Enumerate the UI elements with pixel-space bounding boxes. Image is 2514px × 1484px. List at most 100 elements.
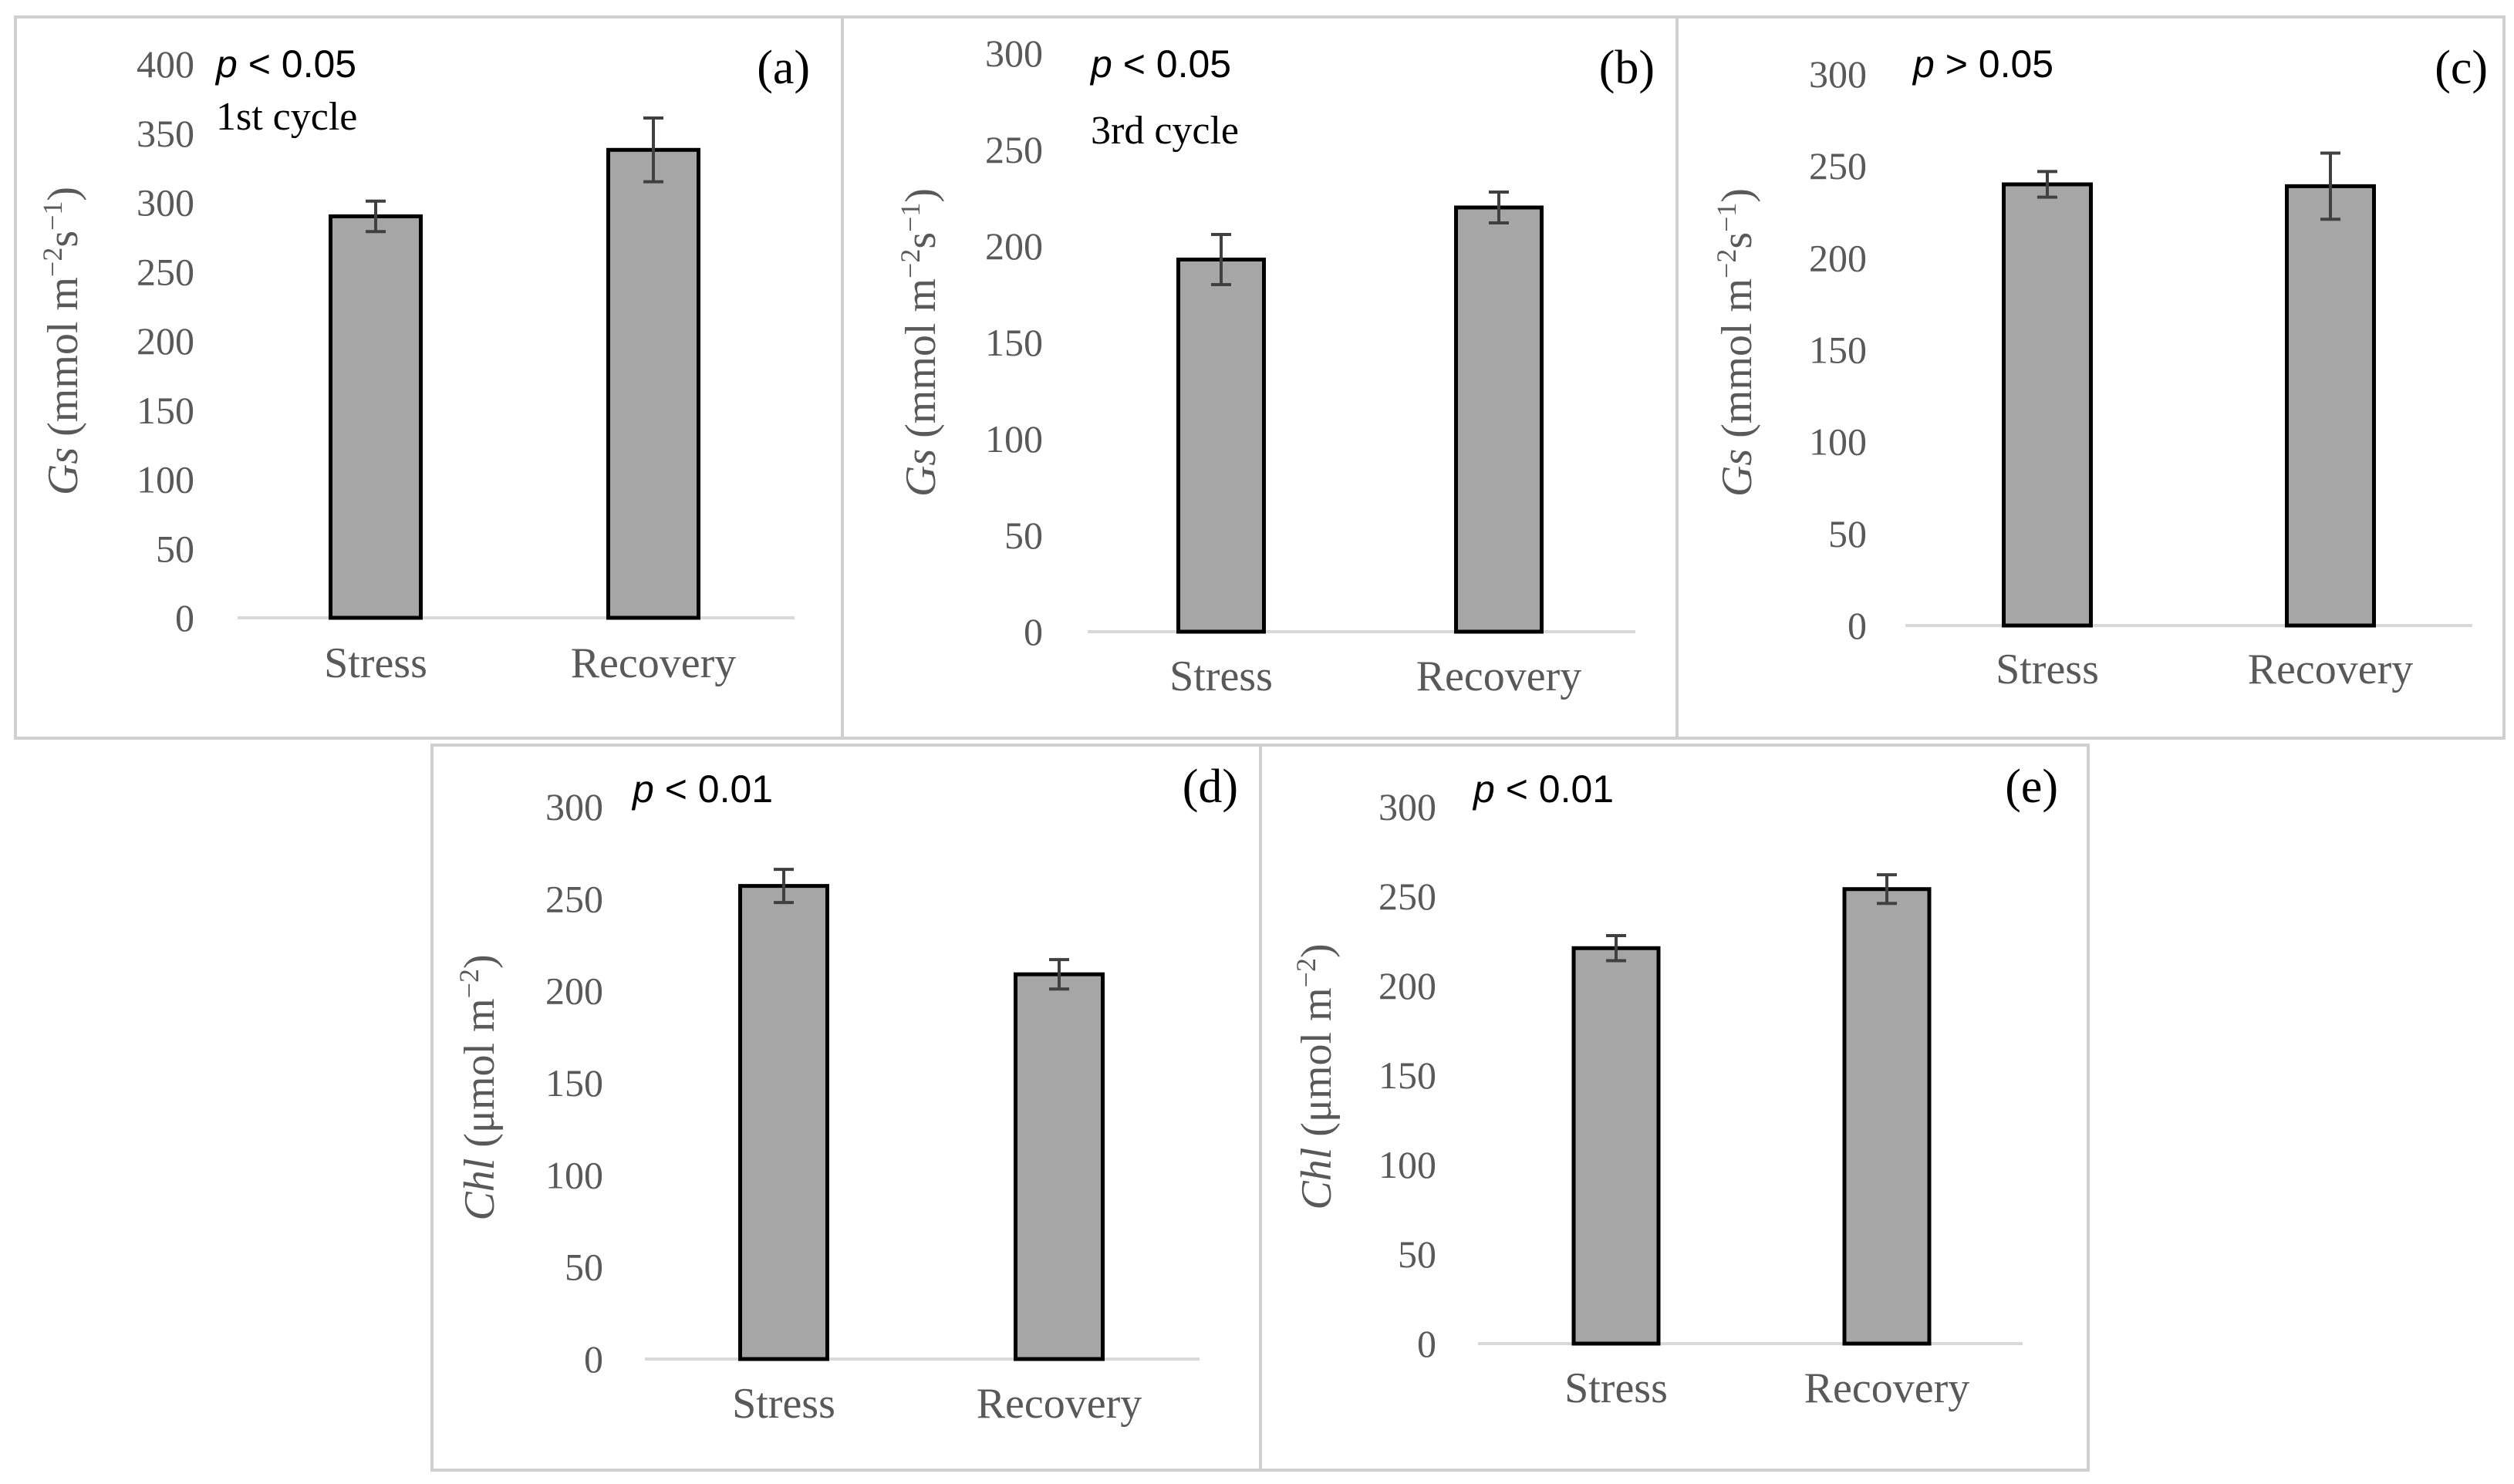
y-axis-label-superscript: −1 [37,201,68,231]
y-axis-label-superscript: −2 [1291,958,1321,987]
y-axis-label-close: ) [456,954,504,969]
y-tick-label: 100 [985,417,1043,460]
y-tick-label: 150 [137,389,194,432]
y-axis-label-superscript: −2 [454,969,484,998]
x-tick-label: Recovery [1804,1364,1970,1412]
y-axis-label-unit: (μmol m [456,998,504,1158]
p-symbol: p [214,42,238,86]
y-axis-label-variable: Gs [39,447,87,495]
y-tick-label: 100 [545,1153,603,1196]
p-value-text: < 0.05 [1112,42,1231,86]
panel-label: (d) [1183,761,1238,813]
p-value-annotation: p < 0.05 [1089,42,1231,86]
bar-stress [329,214,423,620]
y-axis-label-close: ) [39,187,87,201]
p-symbol: p [1912,42,1935,86]
y-tick-label: 250 [545,877,603,920]
y-axis-label-superscript: −2 [37,248,68,277]
y-axis-label-variable: Gs [897,449,945,497]
bar-recovery [606,147,700,620]
y-axis-label-close: ) [1713,188,1761,203]
panel-label: (e) [2005,761,2058,813]
cycle-note: 3rd cycle [1091,109,1239,153]
y-axis-label-close: ) [897,188,945,203]
y-axis-label-unit: (mmol m [897,278,945,449]
bar-stress [738,884,829,1361]
y-tick-label: 350 [137,112,194,155]
p-value-text: < 0.05 [238,42,356,86]
y-tick-label: 100 [1378,1143,1436,1186]
p-value-annotation: p < 0.01 [1472,767,1614,811]
x-tick-label: Stress [324,639,427,687]
bar-recovery [1842,887,1932,1346]
p-value-text: < 0.01 [654,767,773,811]
y-axis-label-variable: Chl [1293,1148,1341,1210]
y-tick-label: 200 [545,970,603,1013]
y-tick-label: 300 [137,181,194,224]
panel-frame-d [430,744,1262,1472]
p-value-annotation: p < 0.01 [631,767,773,811]
x-tick-label: Recovery [571,639,737,687]
panel-frame-e [1259,744,2090,1472]
y-tick-label: 300 [1378,785,1436,828]
y-tick-label: 300 [1809,52,1867,96]
y-tick-label: 0 [584,1337,603,1381]
p-symbol: p [1472,767,1495,811]
y-axis-label: Gs (mmol m−2s−1) [37,187,87,495]
y-axis-label-close: ) [1293,943,1341,958]
y-tick-label: 50 [565,1246,603,1289]
y-axis-label-superscript: −2 [895,249,926,278]
x-tick-label: Recovery [2248,646,2414,693]
x-tick-label: Stress [1564,1364,1668,1412]
chart-panel-a: 0 50 100 150 200 250 300 350 400 Stress Recovery Gs… [14,15,844,740]
p-value-annotation: p > 0.05 [1912,42,2053,86]
y-axis-label: Chl (μmol m−2) [1291,943,1341,1209]
p-value-text: < 0.01 [1495,767,1614,811]
y-tick-label: 150 [1378,1054,1436,1097]
y-tick-label: 200 [137,319,194,363]
y-tick-label: 50 [1004,514,1043,557]
y-axis-label-unit: (mmol m [39,277,87,447]
y-tick-label: 50 [1398,1233,1436,1276]
bar-recovery [2285,184,2376,628]
y-tick-label: 0 [175,596,194,639]
chart-panel-b: 0 50 100 150 200 250 300 Stress Recovery Gs (mmol… [841,15,1679,740]
y-tick-label: 250 [137,250,194,293]
x-tick-label: Stress [1169,653,1273,700]
p-value-text: > 0.05 [1935,42,2053,86]
y-tick-label: 200 [1809,236,1867,279]
chart-panel-e: 0 50 100 150 200 250 300 Stress Recovery Chl (μmo… [1259,744,2090,1472]
y-tick-label: 200 [985,224,1043,268]
panel-label: (b) [1599,42,1655,94]
x-tick-label: Stress [1996,646,2099,693]
y-tick-label: 300 [985,32,1043,75]
y-axis-label-superscript: −1 [895,203,926,232]
y-tick-label: 100 [1809,420,1867,464]
p-symbol: p [631,767,654,811]
y-axis-label: Gs (mmol m−2s−1) [1711,188,1761,497]
y-tick-label: 300 [545,785,603,828]
y-axis-label-unit-part: s [39,231,87,248]
y-axis-label-variable: Chl [456,1159,504,1221]
y-axis-label: Chl (μmol m−2) [454,954,504,1220]
y-tick-label: 0 [1848,604,1867,647]
bar-stress [2002,182,2093,628]
y-tick-label: 0 [1024,610,1043,653]
x-tick-label: Stress [732,1380,835,1428]
y-tick-label: 250 [1809,144,1867,187]
y-tick-label: 150 [545,1061,603,1105]
x-tick-label: Recovery [1416,653,1582,700]
chart-panel-c: 0 50 100 150 200 250 300 Stress Recovery Gs (mmol… [1675,15,2506,740]
y-axis-label-unit: (mmol m [1713,278,1761,449]
bar-stress [1176,258,1266,634]
y-axis-label: Gs (mmol m−2s−1) [895,188,945,497]
y-tick-label: 150 [985,321,1043,364]
panel-label: (a) [757,42,810,94]
chart-panel-d: 0 50 100 150 200 250 300 Stress Recovery Chl (μmo… [430,744,1262,1472]
y-axis-label-unit-part: s [897,232,945,249]
bar-recovery [1454,205,1544,634]
bar-stress [1571,946,1661,1346]
panel-label: (c) [2435,42,2488,94]
y-tick-label: 50 [156,527,194,570]
